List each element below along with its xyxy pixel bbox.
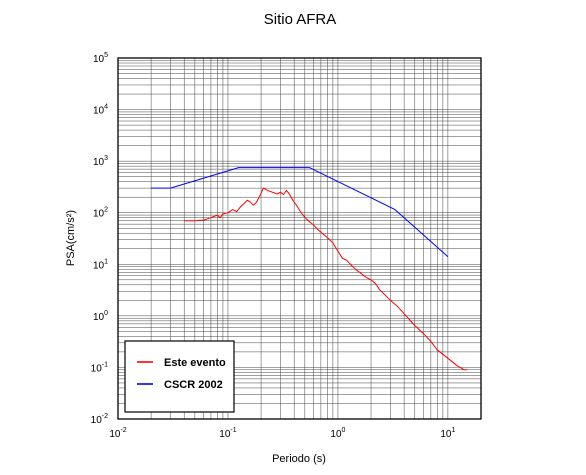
y-tick-label: 102 [93,207,108,220]
legend-label-este-evento: Este evento [164,357,226,369]
series-lines [151,167,468,371]
y-tick-label: 10-2 [91,413,108,426]
y-tick-label: 103 [93,155,108,168]
x-tick-label: 100 [330,427,345,440]
x-tick-label: 10-2 [109,427,126,440]
series-line-cscr-2002 [151,167,449,258]
series-line-este-evento [184,187,468,371]
y-axis-label: PSA(cm/s²) [65,210,77,266]
y-tick-label: 101 [93,258,108,271]
y-tick-label: 105 [93,52,108,65]
x-tick-labels: 10-2 10-1 100 101 [109,427,455,440]
y-tick-label: 100 [93,310,108,323]
y-tick-label: 104 [93,104,108,117]
legend-label-cscr-2002: CSCR 2002 [164,379,223,391]
x-axis-label: Periodo (s) [272,453,326,465]
chart-title: Sitio AFRA [264,11,337,28]
plot-frame [117,57,482,420]
y-tick-label: 10-1 [91,361,108,374]
x-tick-label: 101 [440,427,455,440]
y-tick-labels: 10-2 10-1 100 101 102 103 104 105 [91,52,108,426]
x-tick-label: 10-1 [219,427,236,440]
legend-box [124,340,235,413]
gridlines [118,58,481,419]
legend: Este evento CSCR 2002 [124,340,235,413]
